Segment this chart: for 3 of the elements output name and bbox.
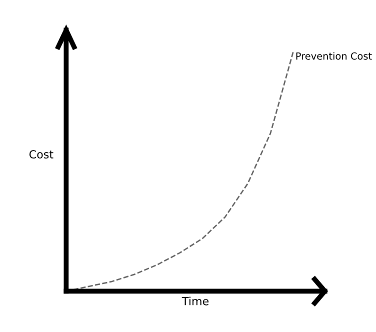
y-axis-title: Cost xyxy=(29,150,54,159)
series-label: Prevention Cost xyxy=(296,52,372,60)
x-axis-title: Time xyxy=(182,296,209,306)
